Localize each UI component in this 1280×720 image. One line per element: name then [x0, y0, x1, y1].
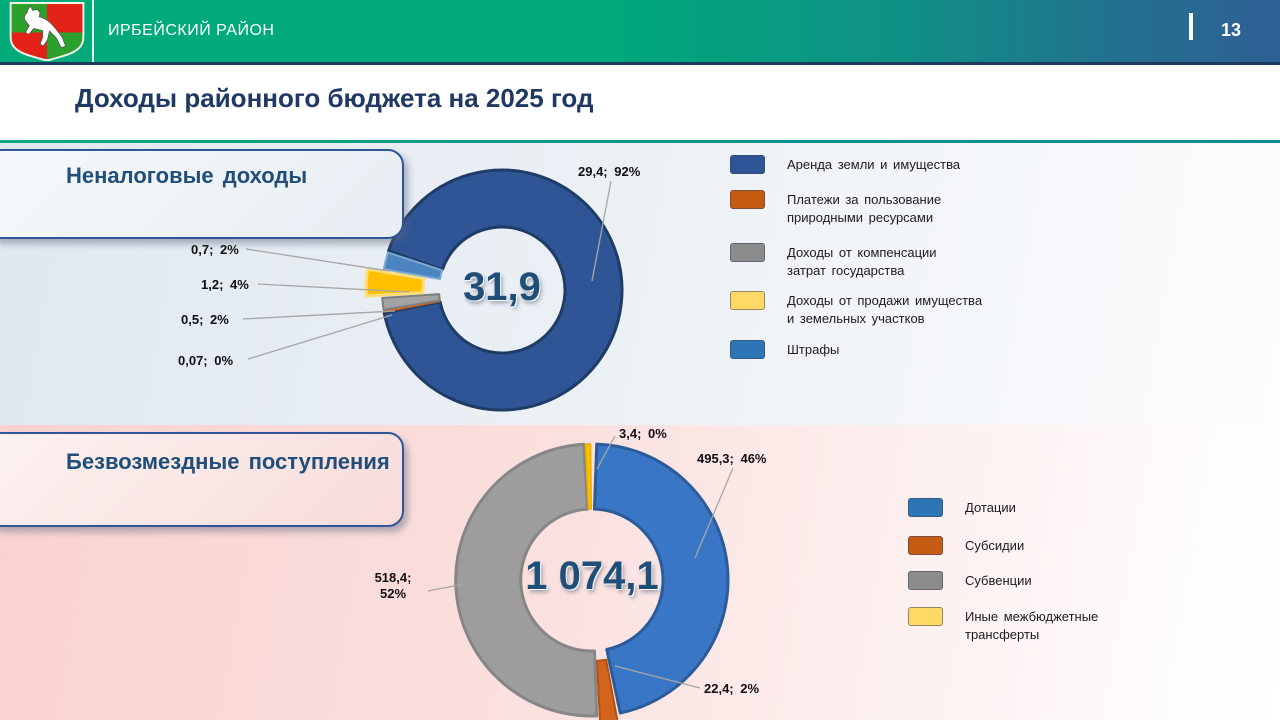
- donut-chart-gratuitous: [427, 435, 734, 720]
- accent-line: [0, 140, 1280, 143]
- legend-item: Иные межбюджетные трансферты: [908, 607, 1098, 644]
- page-number: 13: [1220, 20, 1242, 40]
- legend-swatch: [730, 190, 765, 209]
- legend-swatch: [730, 155, 765, 174]
- coat-of-arms-icon: [9, 2, 85, 61]
- donut-slice: [364, 267, 426, 298]
- data-label: 495,3; 46%: [697, 451, 767, 466]
- legend-swatch: [908, 536, 943, 555]
- donut-slice: [584, 443, 593, 510]
- legend-swatch: [730, 340, 765, 359]
- legend-label: Доходы от продажи имущества и земельных …: [787, 293, 983, 327]
- section-badge-nontax: Неналоговые доходы: [0, 149, 404, 239]
- page-title: Доходы районного бюджета на 2025 год: [75, 83, 594, 113]
- leader-lines: [242, 180, 612, 360]
- legend-label: Субвенции: [965, 573, 1032, 588]
- header-bar: ИРБЕЙСКИЙ РАЙОН 13: [0, 0, 1280, 65]
- legend-label: Дотации: [965, 500, 1016, 515]
- legend-swatch: [730, 243, 765, 262]
- legend-item: Аренда земли и имущества: [730, 155, 960, 174]
- lynx-figure: [24, 5, 67, 49]
- legend-item: Доходы от компенсации затрат государства: [730, 243, 937, 280]
- legend-label: Аренда земли и имущества: [787, 157, 961, 172]
- donut-slice: [382, 168, 624, 412]
- donut-slice: [381, 293, 441, 311]
- donut-slice: [595, 658, 619, 720]
- section-badge-gratuitous: Безвозмездные поступления: [0, 432, 404, 527]
- legend-swatch: [908, 607, 943, 626]
- legend-item: Платежи за пользование природными ресурс…: [730, 190, 941, 227]
- legend-item: Субсидии: [908, 536, 1024, 555]
- legend-swatch: [908, 571, 943, 590]
- header-divider: [92, 0, 94, 62]
- legend-label: Субсидии: [965, 538, 1025, 553]
- legend-label: Иные межбюджетные трансферты: [965, 609, 1099, 643]
- page-number-divider: [1189, 13, 1193, 40]
- donut-slice: [592, 442, 730, 715]
- section-badge-label: Безвозмездные поступления: [66, 449, 390, 474]
- data-label: 1,2; 4%: [201, 277, 249, 292]
- legend-item: Дотации: [908, 498, 1016, 517]
- data-label: 0,07; 0%: [178, 353, 234, 368]
- leader-lines: [427, 435, 734, 689]
- section-gratuitous-receipts: Безвозмездные поступления 1 074,1 3,4; 0…: [0, 425, 1280, 720]
- legend-item: Штрафы: [730, 340, 839, 359]
- legend-item: Субвенции: [908, 571, 1032, 590]
- legend-label: Штрафы: [787, 342, 840, 357]
- data-label: 22,4; 2%: [704, 681, 760, 696]
- legend-swatch: [730, 291, 765, 310]
- donut-chart-nontax: [242, 168, 624, 412]
- data-label: 0,7; 2%: [191, 242, 239, 257]
- donut-center-total: 31,9: [463, 265, 541, 309]
- legend-label: Платежи за пользование природными ресурс…: [787, 192, 942, 226]
- donut-slice: [454, 442, 599, 718]
- legend-item: Доходы от продажи имущества и земельных …: [730, 291, 982, 328]
- data-label: 518,4; 52%: [374, 570, 412, 602]
- data-label: 29,4; 92%: [578, 164, 641, 179]
- legend-swatch: [908, 498, 943, 517]
- section-nontax-revenues: Неналоговые доходы 31,9 29,4; 92% 0,7; 2…: [0, 143, 1280, 425]
- legend-label: Доходы от компенсации затрат государства: [787, 245, 937, 279]
- district-name: ИРБЕЙСКИЙ РАЙОН: [108, 22, 275, 39]
- section-badge-label: Неналоговые доходы: [66, 163, 308, 188]
- data-label: 0,5; 2%: [181, 312, 229, 327]
- donut-slice: [382, 251, 444, 281]
- donut-center-total: 1 074,1: [525, 554, 659, 598]
- data-label: 3,4; 0%: [619, 426, 667, 441]
